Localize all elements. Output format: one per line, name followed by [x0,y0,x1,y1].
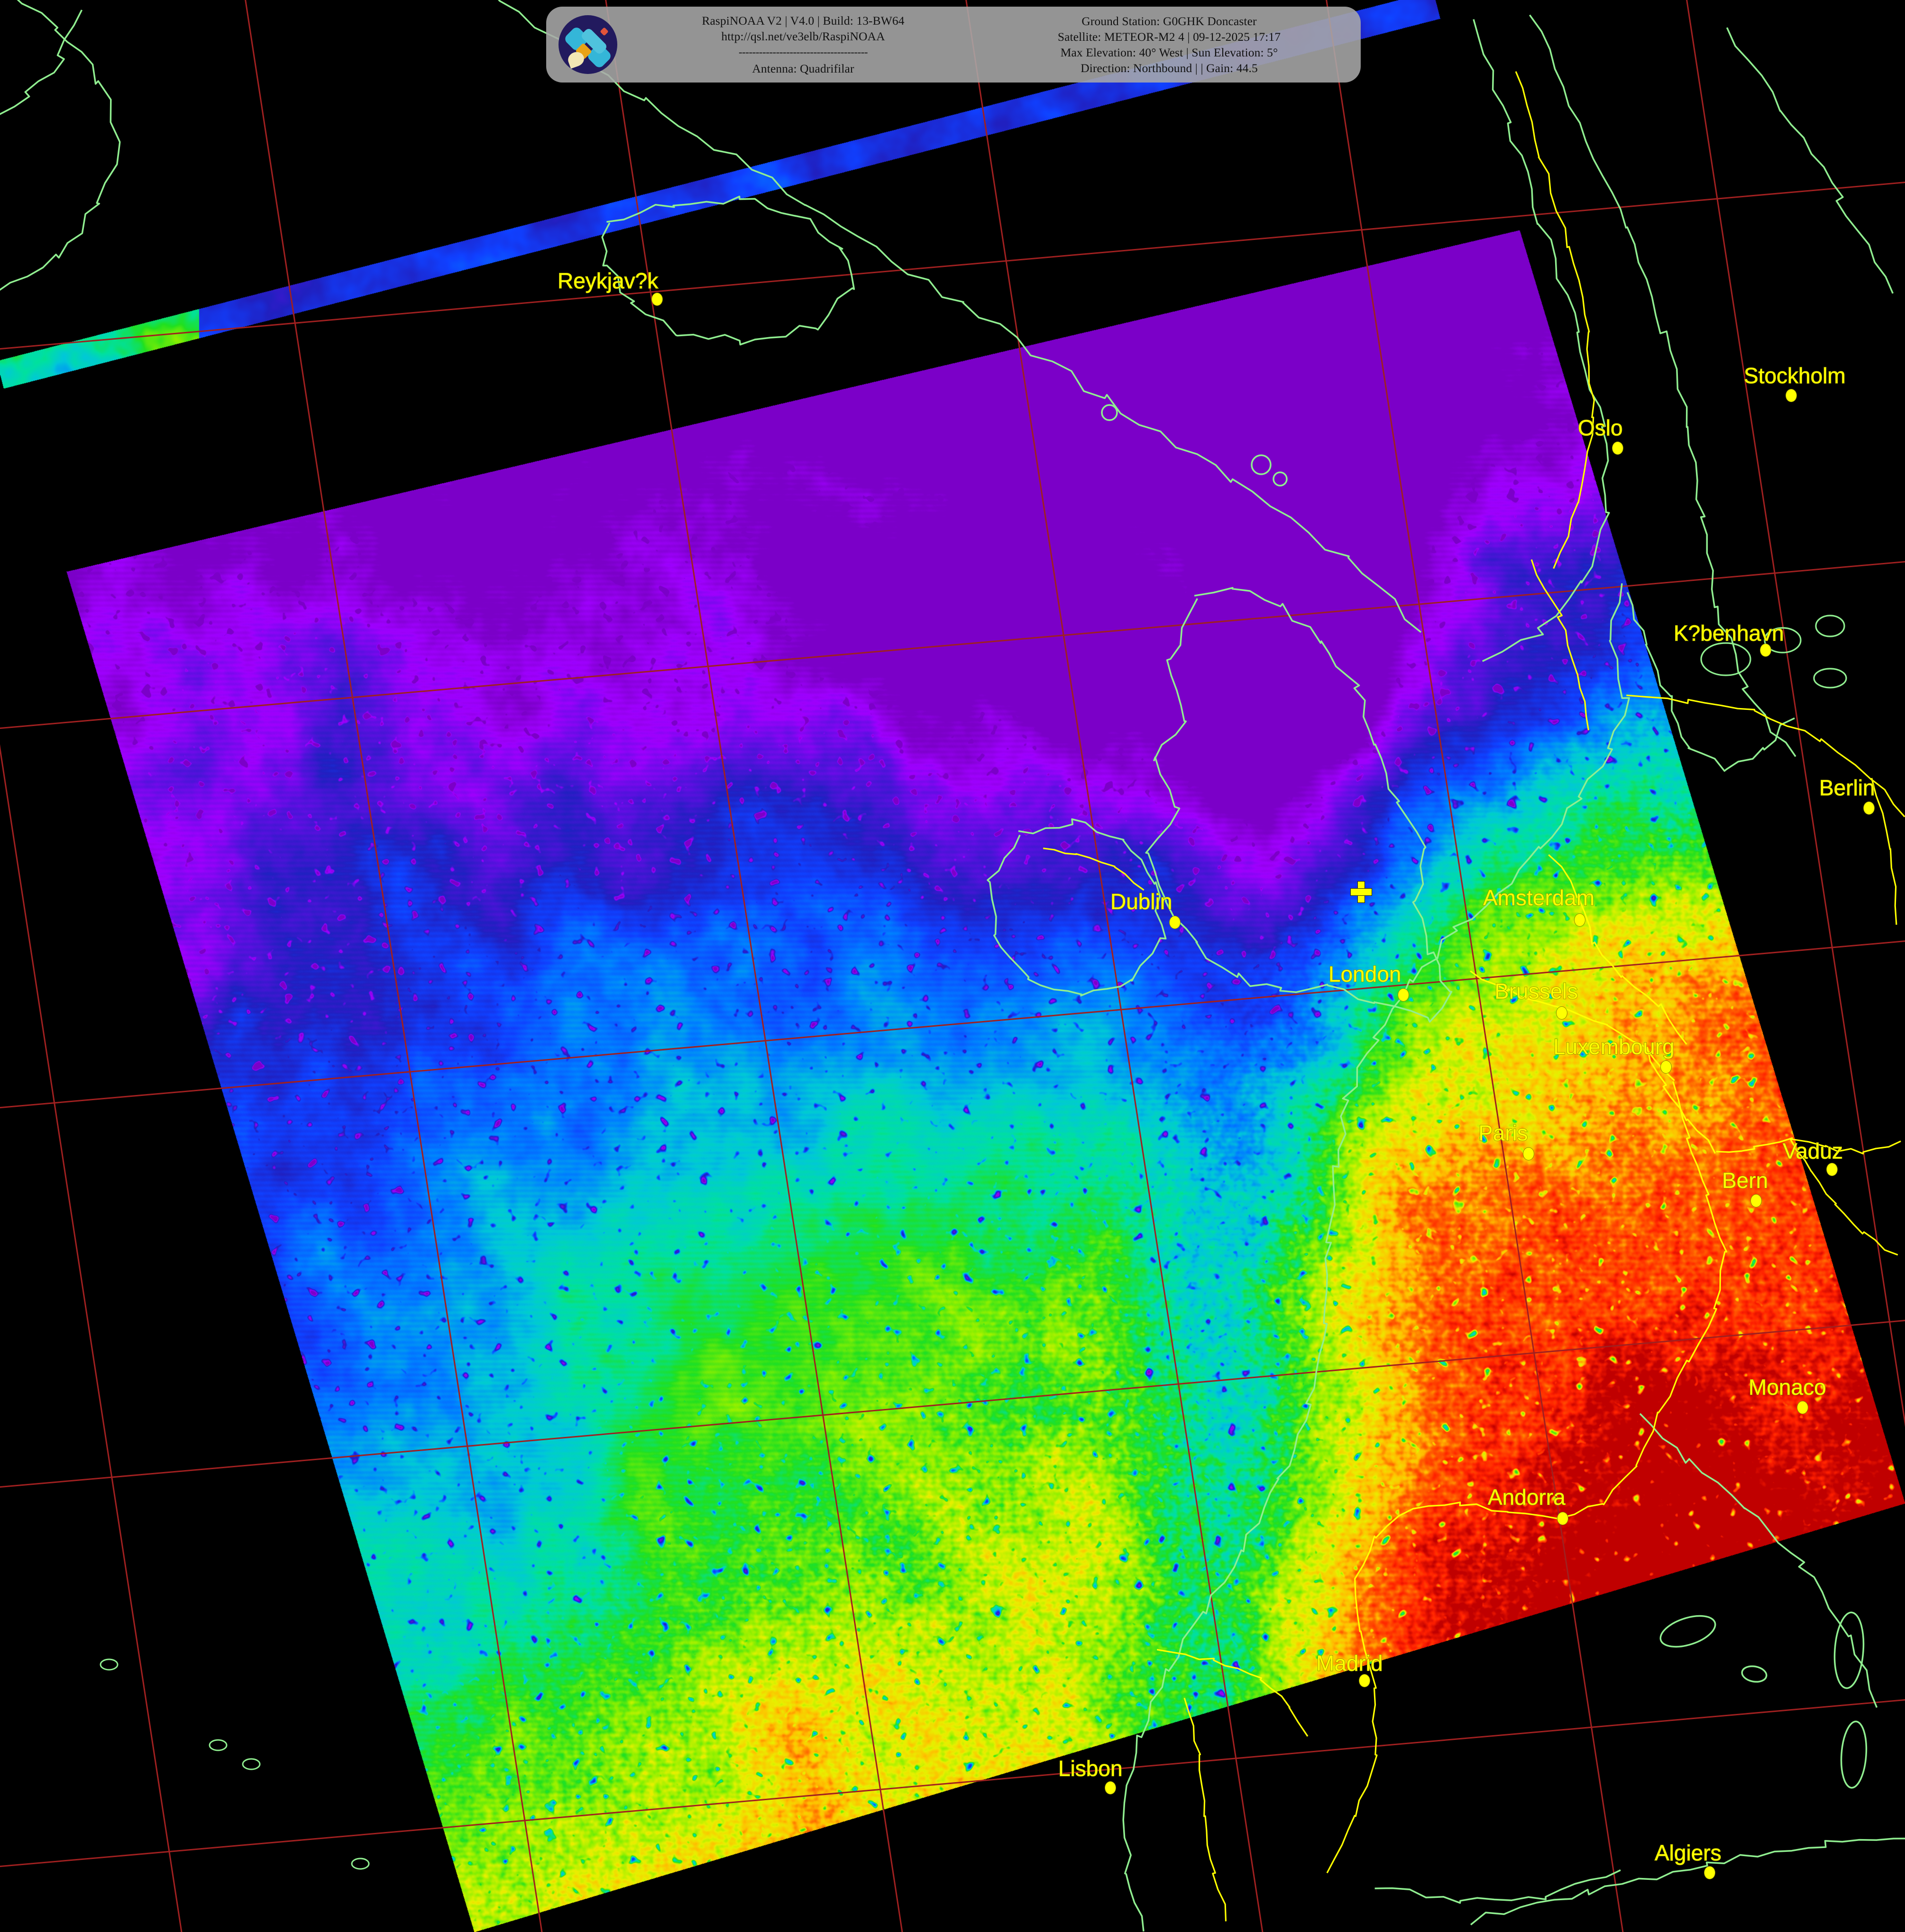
coastline-island-1 [1273,471,1288,487]
border-france-south [1326,1081,1728,1874]
graticule-line-9 [0,940,1905,1109]
satellite-line: Satellite: METEOR-M2 4 | 09-12-2025 17:1… [1057,29,1281,44]
coastline-danish-island-2 [1815,615,1845,637]
coastline-atlantic-island-3 [351,1858,370,1870]
city-marker-stockholm [1786,389,1797,402]
banner-right-column: Ground Station: G0GHK Doncaster Satellit… [986,13,1352,76]
elevation-line: Max Elevation: 40° West | Sun Elevation:… [1060,46,1278,59]
coastline-atlantic-island-0 [100,1658,119,1671]
graticule-line-5 [1686,0,1905,1427]
border-spain-north [1156,1649,1309,1737]
coastline-ireland [987,818,1167,997]
graticule-line-8 [0,561,1905,729]
city-marker-reykjavk [651,293,663,306]
border-austria [1789,1139,1898,1256]
coastline-atlantic-island-2 [242,1758,261,1770]
graticule-line-3 [965,0,1264,1932]
border-luxembourg [1646,1047,1716,1154]
project-url-line: http://qsl.net/ve3elb/RaspiNOAA [721,29,885,44]
coastline-med-island-0 [1659,1615,1716,1648]
city-marker-lisbon [1105,1781,1116,1794]
graticule-line-11 [0,1699,1905,1868]
graticule-line-4 [1326,0,1624,1932]
coastline-france-med [1639,1413,1878,1708]
coastline-western-europe [1122,583,1630,1932]
coastline-iceland [601,195,855,346]
city-marker-dublin [1169,916,1181,929]
coastline-med-island-1 [1741,1665,1768,1683]
app-version-line: RaspiNOAA V2 | V4.0 | Build: 13-BW64 [702,14,905,28]
city-marker-monaco [1797,1401,1808,1414]
coastline-great-britain [1145,587,1453,1023]
coastline-danish-island-0 [1700,642,1751,676]
border-belgium [1470,970,1675,1081]
city-marker-kbenhavn [1760,644,1771,657]
coastline-island-2 [1101,404,1118,421]
coastline-atlantic-island-1 [209,1739,228,1751]
satellite-icon [559,15,617,74]
border-switzerland-north [1716,1137,1901,1155]
border-norway-sweden [1515,71,1595,569]
city-marker-brussels [1556,1006,1567,1020]
city-marker-vaduz [1826,1163,1838,1176]
banner-left-column: RaspiNOAA V2 | V4.0 | Build: 13-BW64 htt… [620,13,986,76]
coastline-med-island-3 [1840,1720,1868,1789]
border-sweden-denmark [1530,559,1590,731]
city-marker-berlin [1863,801,1875,815]
coastline-north-africa [1470,1838,1905,1925]
banner-divider: -------------------------------------- [738,46,868,58]
coastline-norway-south [1473,19,1610,662]
city-marker-oslo [1612,442,1623,455]
coastline-denmark [1626,592,1795,772]
border-netherlands [1548,854,1687,1045]
border-germany-east [1871,778,1897,925]
city-marker-amsterdam [1574,913,1585,927]
graticule-line-10 [0,1320,1905,1488]
coastline-baltic-north [1726,27,1894,294]
graticule-line-1 [245,0,543,1932]
city-marker-madrid [1359,1674,1370,1687]
city-marker-andorra [1557,1512,1568,1525]
coastline-danish-island-3 [1813,668,1847,689]
coastline-gibraltar [1374,1869,1621,1904]
direction-gain-line: Direction: Northbound | | Gain: 44.5 [1081,61,1258,75]
city-marker-algiers [1704,1866,1715,1879]
ground-station-line: Ground Station: G0GHK Doncaster [1081,14,1257,28]
coastline-greenland-inner [0,9,83,115]
coastline-sweden-east [1529,14,1796,757]
city-marker-london [1398,988,1409,1002]
coastline-greenland-east [0,0,121,291]
coastline-norway-north [498,0,1422,633]
coastline-med-island-2 [1833,1611,1865,1689]
border-portugal [1183,1698,1227,1922]
coastline-danish-island-1 [1764,627,1802,653]
coastline-island-0 [1251,454,1272,475]
antenna-line: Antenna: Quadrifilar [752,61,854,75]
graticule-line-0 [0,744,183,1932]
graticule-line-7 [0,182,1905,350]
info-banner: RaspiNOAA V2 | V4.0 | Build: 13-BW64 htt… [546,7,1361,83]
city-marker-luxembourg [1660,1060,1672,1074]
border-germany-north [1626,694,1905,818]
city-marker-paris [1523,1147,1534,1160]
graticule-line-2 [605,0,903,1932]
ground-station-marker [1350,881,1372,903]
border-northern-ireland [1043,847,1145,891]
city-marker-bern [1750,1194,1762,1207]
